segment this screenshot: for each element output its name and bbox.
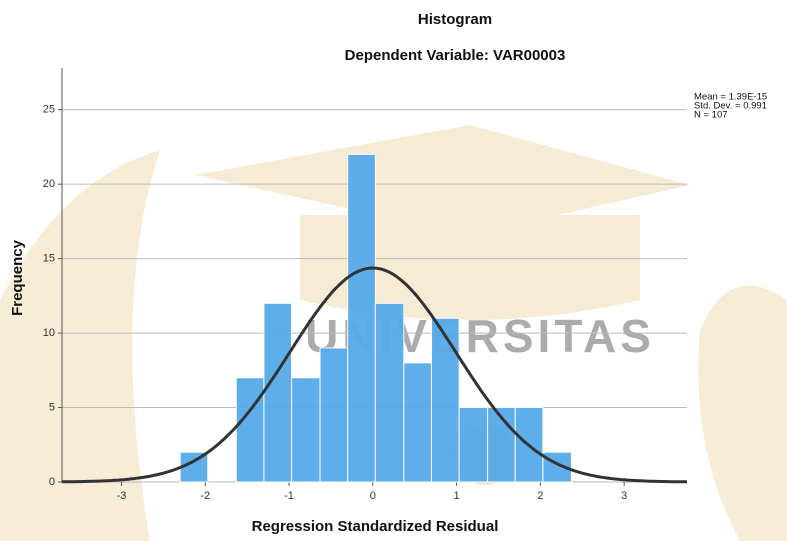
bar xyxy=(458,407,489,483)
bar xyxy=(319,347,349,483)
y-tick-label: 0 xyxy=(49,476,55,488)
x-tick-label: -2 xyxy=(200,490,210,502)
watermark: UNIVERSITAS xyxy=(0,125,787,541)
chart-subtitle: Dependent Variable: VAR00003 xyxy=(345,47,566,64)
normal-curve xyxy=(62,266,687,484)
watermark-shape xyxy=(0,150,160,541)
bar xyxy=(347,153,376,483)
watermark-shape xyxy=(195,125,690,235)
watermark-shape xyxy=(300,215,640,320)
bar xyxy=(403,362,432,483)
x-tick-label: -1 xyxy=(284,490,294,502)
watermark-shape xyxy=(698,285,787,541)
y-tick-label: 5 xyxy=(49,401,55,413)
y-axis-label: Frequency xyxy=(9,239,26,316)
stat-label: Mean = 1.39E-15 xyxy=(694,92,767,103)
bar xyxy=(374,302,405,483)
y-tick-label: 15 xyxy=(43,253,55,265)
x-tick-label: 1 xyxy=(454,490,460,502)
y-tick-label: 20 xyxy=(43,178,55,190)
y-tick-label: 25 xyxy=(43,104,55,116)
stat-label: Std. Dev. = 0.991 xyxy=(694,101,767,112)
x-tick-label: 2 xyxy=(537,490,543,502)
x-tick-label: 3 xyxy=(621,490,627,502)
x-axis-label: Regression Standardized Residual xyxy=(252,518,499,535)
y-tick-label: 10 xyxy=(43,327,55,339)
x-tick-label: 0 xyxy=(370,490,376,502)
bar xyxy=(291,377,321,483)
bar xyxy=(263,302,293,483)
bar xyxy=(235,377,265,483)
bar xyxy=(430,317,460,483)
x-tick-label: -3 xyxy=(117,490,127,502)
stat-label: N = 107 xyxy=(694,110,728,121)
chart-title: Histogram xyxy=(418,11,492,28)
